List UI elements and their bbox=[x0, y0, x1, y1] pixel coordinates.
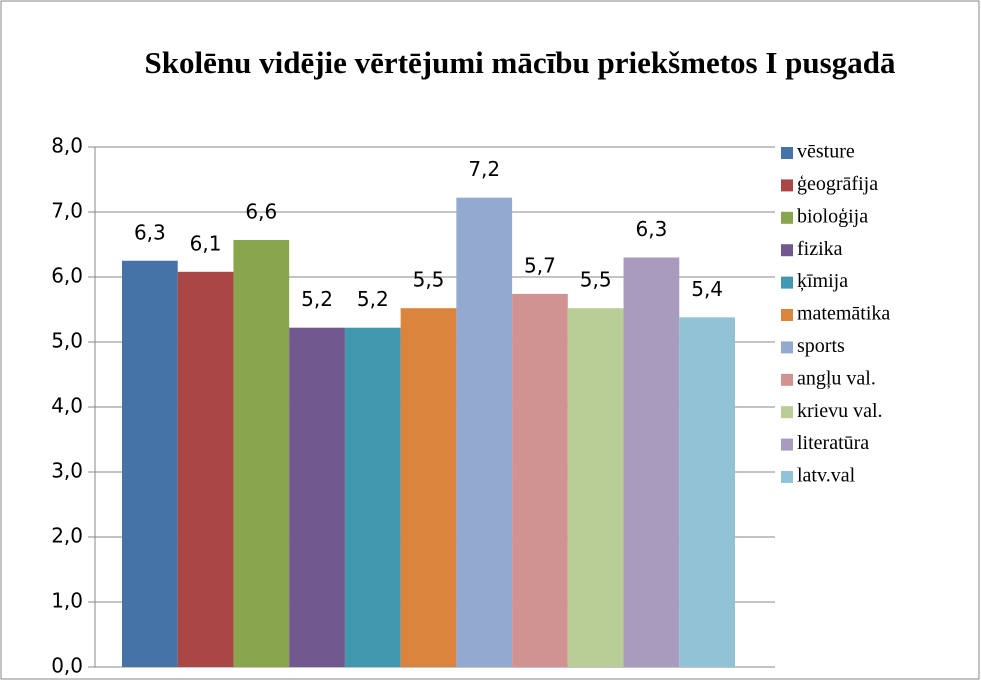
y-tick-label: 2,0 bbox=[51, 524, 83, 548]
legend-label: ģeogrāfija bbox=[797, 173, 878, 195]
legend-swatch bbox=[781, 309, 793, 321]
bar bbox=[623, 257, 680, 667]
data-label: 5,2 bbox=[357, 287, 389, 311]
chart-title: Skolēnu vidējie vērtējumi mācību priekšm… bbox=[144, 45, 896, 80]
data-label: 6,1 bbox=[190, 231, 222, 255]
legend-label: latv.val bbox=[797, 465, 856, 487]
legend-swatch bbox=[781, 244, 793, 257]
y-tick-label: 1,0 bbox=[51, 589, 83, 613]
data-label: 5,2 bbox=[301, 287, 333, 311]
legend-label: vēsture bbox=[797, 141, 855, 163]
legend-label: sports bbox=[797, 335, 845, 357]
legend-swatch bbox=[781, 276, 793, 289]
y-tick-label: 3,0 bbox=[51, 459, 83, 483]
y-tick-label: 8,0 bbox=[51, 134, 83, 158]
legend-swatch bbox=[781, 211, 793, 224]
data-label: 5,7 bbox=[524, 253, 556, 277]
legend-label: matemātika bbox=[797, 303, 890, 325]
data-label: 5,5 bbox=[580, 268, 612, 292]
legend-swatch bbox=[781, 438, 793, 451]
bar bbox=[512, 293, 568, 667]
legend-label: literatūra bbox=[797, 432, 869, 454]
legend-label: bioloģija bbox=[797, 205, 868, 227]
data-label: 7,2 bbox=[468, 157, 500, 181]
data-label: 6,6 bbox=[245, 199, 277, 223]
bar bbox=[177, 271, 234, 667]
y-tick-label: 7,0 bbox=[51, 199, 83, 223]
y-tick-label: 0,0 bbox=[51, 654, 83, 678]
bar bbox=[122, 260, 178, 667]
bar bbox=[233, 239, 290, 667]
legend-swatch bbox=[781, 471, 793, 483]
legend-swatch bbox=[781, 373, 793, 386]
legend-swatch bbox=[781, 406, 793, 419]
data-label: 5,4 bbox=[691, 277, 723, 301]
bar bbox=[400, 308, 457, 667]
legend-swatch bbox=[781, 147, 793, 159]
data-label: 6,3 bbox=[134, 220, 166, 244]
legend-swatch bbox=[781, 341, 793, 354]
bar bbox=[456, 197, 513, 667]
y-tick-label: 6,0 bbox=[51, 264, 83, 288]
bar bbox=[289, 327, 345, 667]
legend-label: fizika bbox=[797, 238, 843, 260]
data-label: 6,3 bbox=[636, 217, 668, 241]
legend-label: krievu val. bbox=[797, 400, 883, 422]
legend-label: angļu val. bbox=[797, 367, 876, 389]
bar bbox=[567, 308, 624, 667]
y-tick-label: 5,0 bbox=[51, 329, 83, 353]
y-tick-label: 4,0 bbox=[51, 394, 83, 418]
data-label: 5,5 bbox=[413, 268, 445, 292]
legend-swatch bbox=[781, 179, 793, 192]
bar bbox=[679, 317, 735, 667]
legend-label: ķīmija bbox=[797, 270, 848, 292]
bar bbox=[344, 327, 401, 667]
